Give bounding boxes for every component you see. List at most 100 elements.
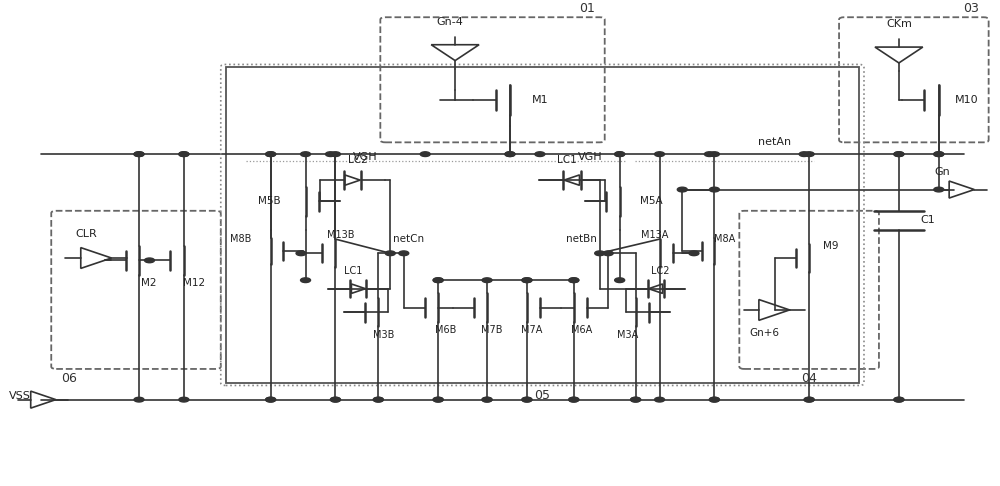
Text: C1: C1 [921, 215, 936, 225]
Text: LC2: LC2 [348, 156, 367, 165]
Circle shape [934, 152, 944, 156]
Circle shape [709, 187, 719, 192]
Text: 06: 06 [61, 372, 77, 385]
Circle shape [482, 397, 492, 402]
Text: 04: 04 [801, 372, 817, 385]
Circle shape [522, 278, 532, 282]
Circle shape [655, 397, 665, 402]
Circle shape [505, 152, 515, 156]
Circle shape [615, 278, 625, 282]
Circle shape [296, 251, 306, 256]
Text: M8B: M8B [230, 234, 251, 244]
Text: M3B: M3B [373, 330, 394, 340]
Text: netAn: netAn [758, 138, 791, 147]
Circle shape [615, 152, 625, 156]
Circle shape [266, 152, 276, 156]
Circle shape [325, 152, 335, 156]
Circle shape [179, 152, 189, 156]
Circle shape [266, 397, 276, 402]
Circle shape [934, 187, 944, 192]
Circle shape [433, 278, 443, 282]
Circle shape [894, 152, 904, 156]
Circle shape [709, 152, 719, 156]
Circle shape [482, 278, 492, 282]
Text: VSS: VSS [9, 391, 31, 401]
Text: M12: M12 [183, 278, 205, 288]
Circle shape [799, 152, 809, 156]
Circle shape [522, 397, 532, 402]
Text: M1: M1 [532, 95, 548, 105]
Circle shape [655, 152, 665, 156]
Text: Gn-4: Gn-4 [437, 17, 464, 27]
Circle shape [595, 251, 605, 256]
Circle shape [615, 152, 625, 156]
Text: Gn: Gn [934, 167, 950, 176]
Text: VGH: VGH [353, 152, 378, 161]
Circle shape [677, 187, 687, 192]
Circle shape [709, 397, 719, 402]
Circle shape [330, 397, 340, 402]
Text: M7A: M7A [521, 325, 543, 335]
Text: M9: M9 [823, 241, 839, 251]
Circle shape [894, 397, 904, 402]
Text: 05: 05 [534, 389, 550, 402]
Circle shape [144, 258, 154, 263]
Text: VGH: VGH [577, 152, 602, 161]
Circle shape [134, 397, 144, 402]
Text: M7B: M7B [481, 325, 503, 335]
Circle shape [804, 152, 814, 156]
Circle shape [689, 251, 699, 256]
Text: M5B: M5B [258, 196, 281, 207]
Text: M3A: M3A [617, 330, 638, 340]
Circle shape [505, 152, 515, 156]
Circle shape [266, 397, 276, 402]
Circle shape [330, 152, 340, 156]
Text: netCn: netCn [393, 234, 424, 244]
Text: M5A: M5A [640, 196, 663, 207]
Circle shape [631, 397, 641, 402]
Circle shape [179, 397, 189, 402]
Circle shape [522, 397, 532, 402]
Circle shape [399, 251, 409, 256]
Circle shape [179, 152, 189, 156]
Circle shape [704, 152, 714, 156]
Text: LC1: LC1 [344, 266, 363, 276]
Text: CLR: CLR [75, 229, 97, 240]
Circle shape [569, 278, 579, 282]
Text: M13A: M13A [641, 230, 668, 241]
Circle shape [301, 152, 311, 156]
Circle shape [433, 397, 443, 402]
Circle shape [709, 397, 719, 402]
Circle shape [535, 152, 545, 156]
Text: CKm: CKm [886, 19, 912, 29]
Circle shape [482, 397, 492, 402]
Circle shape [266, 152, 276, 156]
Text: M8A: M8A [714, 234, 735, 244]
Circle shape [934, 152, 944, 156]
Text: M6B: M6B [435, 325, 457, 335]
Text: netBn: netBn [566, 234, 597, 244]
Circle shape [569, 278, 579, 282]
Text: M6A: M6A [571, 325, 592, 335]
Text: Gn+6: Gn+6 [749, 328, 779, 338]
Circle shape [804, 397, 814, 402]
Circle shape [420, 152, 430, 156]
Circle shape [631, 397, 641, 402]
Circle shape [522, 278, 532, 282]
Circle shape [804, 397, 814, 402]
Circle shape [569, 397, 579, 402]
Text: M13B: M13B [327, 230, 354, 241]
Circle shape [134, 152, 144, 156]
Circle shape [603, 251, 613, 256]
Text: M10: M10 [955, 95, 979, 105]
Circle shape [894, 152, 904, 156]
Circle shape [385, 251, 395, 256]
Text: 01: 01 [579, 2, 595, 15]
Circle shape [373, 397, 383, 402]
Circle shape [569, 397, 579, 402]
Circle shape [894, 397, 904, 402]
Bar [226, 67, 859, 383]
Circle shape [301, 278, 311, 282]
Circle shape [373, 397, 383, 402]
Circle shape [134, 152, 144, 156]
